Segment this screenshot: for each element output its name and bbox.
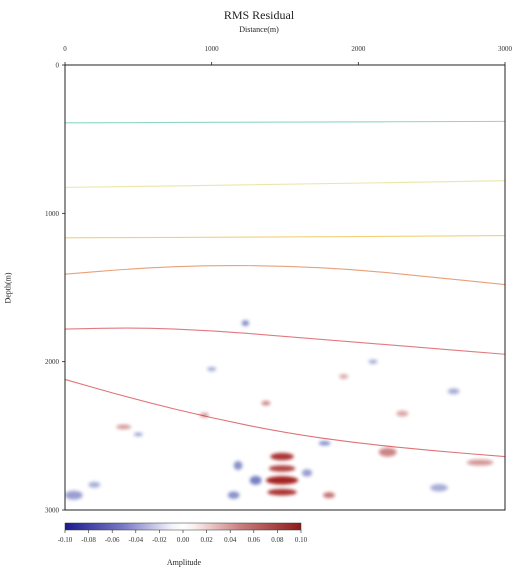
residual-anomaly [88, 481, 101, 488]
colorbar-label: Amplitude [166, 558, 202, 567]
residual-anomaly [268, 465, 296, 472]
y-tick-label: 1000 [45, 210, 60, 218]
residual-anomaly [318, 441, 331, 446]
residual-anomaly [323, 492, 335, 499]
plot-frame [64, 64, 506, 511]
x-tick-label: 2000 [351, 45, 366, 53]
y-tick-label: 0 [56, 62, 60, 70]
y-tick-label: 3000 [45, 507, 60, 515]
horizon-lines [65, 120, 505, 458]
residual-anomaly [447, 388, 460, 395]
colorbar-tick-label: -0.02 [152, 536, 167, 544]
colorbar-tick-label: 0.00 [177, 536, 190, 544]
residual-anomaly [378, 447, 397, 457]
residual-anomaly [207, 366, 217, 372]
residual-anomaly [249, 475, 262, 485]
residual-anomaly [233, 461, 243, 470]
residual-anomaly [368, 359, 378, 364]
horizon-line-1 [65, 120, 505, 124]
residual-anomaly [265, 476, 299, 485]
horizon-line-2 [65, 180, 505, 188]
horizon-line-4 [65, 264, 505, 286]
residual-anomaly [227, 491, 240, 499]
residual-anomaly [466, 459, 494, 466]
residual-anomaly [261, 400, 271, 406]
y-tick-label: 2000 [45, 358, 60, 366]
residual-anomaly [65, 490, 83, 500]
horizon-line-6 [65, 378, 505, 458]
residual-anomaly [267, 488, 297, 496]
residual-anomalies [65, 320, 494, 500]
colorbar-tick-label: 0.08 [271, 536, 284, 544]
colorbar-tick-label: 0.02 [200, 536, 213, 544]
colorbar-tick-label: 0.04 [224, 536, 237, 544]
residual-anomaly [339, 374, 349, 379]
colorbar-tick-label: 0.10 [295, 536, 308, 544]
horizon-line-3 [65, 235, 505, 239]
x-tick-label: 1000 [205, 45, 220, 53]
x-axis-ticks: 0 1000 2000 3000 [63, 45, 513, 65]
residual-anomaly [241, 320, 250, 327]
colorbar-tick-label: -0.08 [81, 536, 96, 544]
residual-anomaly [301, 469, 313, 477]
x-tick-label: 0 [63, 45, 67, 53]
colorbar-tick-label: 0.06 [248, 536, 261, 544]
residual-anomaly [116, 424, 131, 430]
colorbar-ticks: -0.10 -0.08 -0.06 -0.04 -0.02 0.00 0.02 0.04 0.0… [58, 530, 308, 544]
colorbar-gradient [64, 522, 302, 531]
y-axis-ticks: 0 1000 2000 3000 [45, 62, 65, 515]
residual-anomaly [396, 410, 409, 417]
colorbar-tick-label: -0.10 [58, 536, 73, 544]
residual-anomaly [199, 412, 209, 418]
horizon-line-5 [65, 327, 505, 355]
colorbar-tick-label: -0.04 [129, 536, 144, 544]
x-tick-label: 3000 [498, 45, 513, 53]
x-axis-label: Distance(m) [239, 25, 279, 34]
residual-anomaly [133, 432, 143, 437]
colorbar-tick-label: -0.06 [105, 536, 120, 544]
residual-anomaly [270, 452, 294, 461]
residual-anomaly [430, 484, 448, 492]
chart-title: RMS Residual [223, 8, 295, 22]
colorbar [64, 522, 302, 531]
